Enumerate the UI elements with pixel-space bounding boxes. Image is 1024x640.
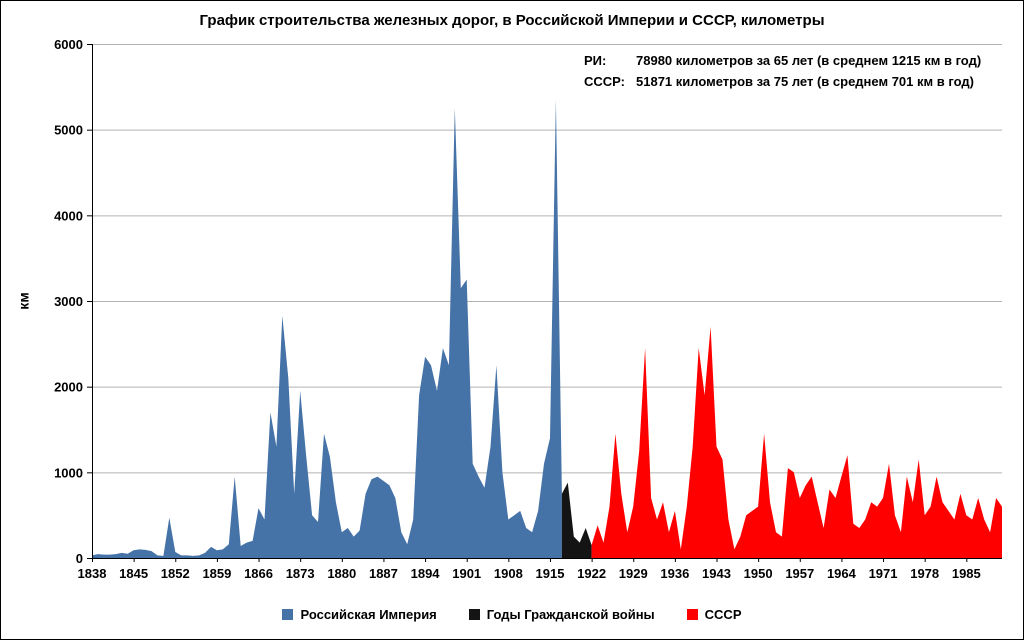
legend-item-ussr: СССР: [686, 607, 742, 622]
y-axis-title: км: [15, 292, 32, 310]
chart-title: График строительства железных дорог, в Р…: [199, 12, 825, 29]
y-tick-label: 3000: [54, 294, 83, 309]
legend-item-empire: Российская Империя: [282, 607, 437, 622]
x-tick-label: 1901: [452, 566, 481, 581]
annotation-text-ussr: 51871 километров за 75 лет (в среднем 70…: [636, 74, 974, 89]
annotation-label-ussr: СССР:: [584, 74, 625, 89]
area-ussr: [591, 326, 1002, 558]
x-tick-label: 1929: [619, 566, 648, 581]
y-tick-label: 1000: [54, 465, 83, 480]
annotation-box: РИ: 78980 километров за 65 лет (в средне…: [584, 50, 981, 92]
x-tick-label: 1887: [369, 566, 398, 581]
x-tick-label: 1985: [952, 566, 981, 581]
x-tick-label: 1908: [494, 566, 523, 581]
x-tick-label: 1866: [244, 566, 273, 581]
x-tick-label: 1894: [411, 566, 441, 581]
y-tick-label: 6000: [54, 37, 83, 52]
legend-swatch-ussr: [686, 609, 698, 620]
x-tick-label: 1852: [161, 566, 190, 581]
legend-label-ussr: СССР: [704, 607, 742, 622]
x-tick-label: 1915: [536, 566, 565, 581]
x-tick-label: 1950: [744, 566, 773, 581]
y-tick-label: 0: [76, 551, 83, 566]
x-tick-label: 1845: [119, 566, 148, 581]
x-tick-label: 1859: [202, 566, 231, 581]
x-tick-label: 1957: [785, 566, 814, 581]
x-tick-label: 1964: [827, 566, 857, 581]
x-tick-label: 1936: [660, 566, 689, 581]
x-tick-label: 1978: [910, 566, 939, 581]
annotation-text-empire: 78980 километров за 65 лет (в среднем 12…: [636, 53, 982, 68]
annotation-line-ussr: СССР: 51871 километров за 75 лет (в сред…: [584, 71, 981, 92]
x-tick-label: 1922: [577, 566, 606, 581]
legend-swatch-empire: [282, 609, 294, 620]
legend-item-civil-war: Годы Гражданской войны: [468, 607, 655, 622]
area-civil-war: [561, 482, 592, 558]
y-tick-label: 4000: [54, 208, 83, 223]
y-tick-label: 5000: [54, 123, 83, 138]
x-tick-label: 1971: [869, 566, 898, 581]
x-tick-label: 1873: [286, 566, 315, 581]
x-tick-label: 1943: [702, 566, 731, 581]
x-tick-label: 1838: [78, 566, 107, 581]
legend-label-civil-war: Годы Гражданской войны: [486, 607, 655, 622]
legend: Российская Империя Годы Гражданской войн…: [1, 607, 1023, 622]
x-tick-label: 1880: [327, 566, 356, 581]
annotation-line-empire: РИ: 78980 километров за 65 лет (в средне…: [584, 50, 981, 71]
legend-label-empire: Российская Империя: [300, 607, 437, 622]
y-tick-label: 2000: [54, 380, 83, 395]
legend-swatch-civil-war: [468, 609, 480, 620]
area-empire: [92, 99, 562, 558]
annotation-label-empire: РИ:: [584, 53, 607, 68]
